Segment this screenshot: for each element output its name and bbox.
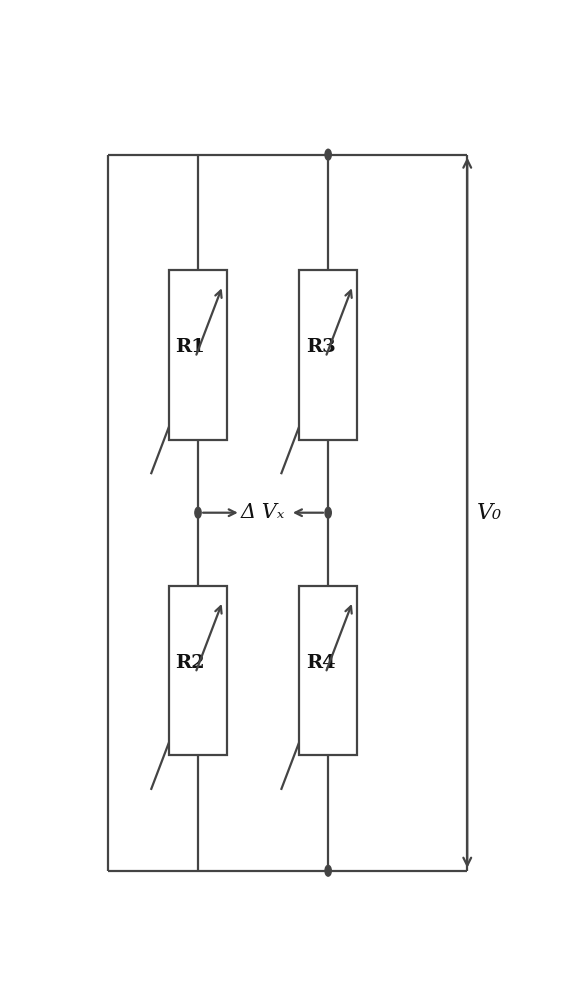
Text: R1: R1 bbox=[175, 338, 206, 356]
Text: R2: R2 bbox=[175, 654, 205, 672]
Bar bbox=[299, 586, 357, 755]
Bar bbox=[169, 586, 227, 755]
Circle shape bbox=[195, 507, 201, 518]
Text: R4: R4 bbox=[306, 654, 335, 672]
Text: R3: R3 bbox=[306, 338, 335, 356]
Text: Δ Vₓ: Δ Vₓ bbox=[241, 503, 285, 522]
Text: V₀: V₀ bbox=[477, 502, 502, 524]
Circle shape bbox=[325, 149, 331, 160]
Circle shape bbox=[325, 865, 331, 876]
Bar bbox=[169, 270, 227, 440]
Bar bbox=[299, 270, 357, 440]
Circle shape bbox=[325, 507, 331, 518]
